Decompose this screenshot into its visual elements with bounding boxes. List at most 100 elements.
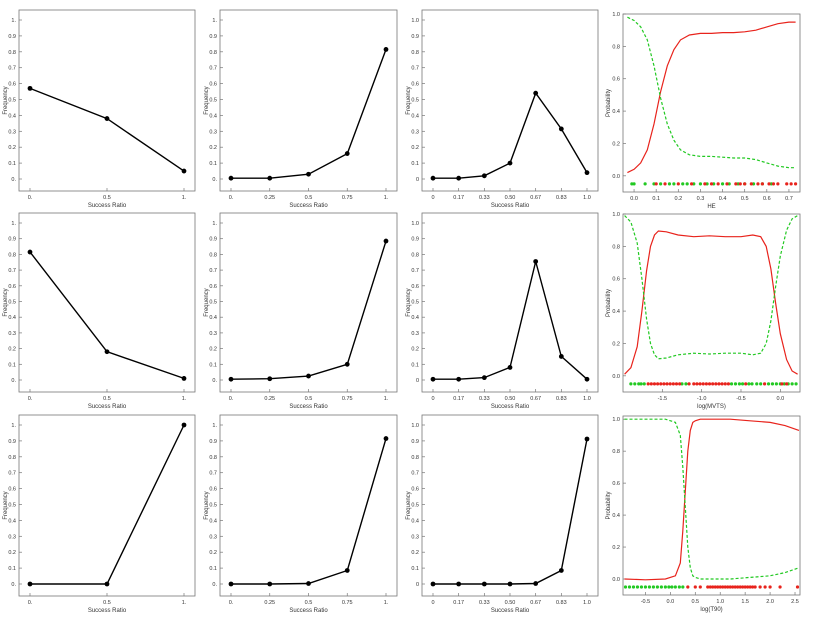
data-point xyxy=(481,581,487,587)
y-tick-label: 0.7 xyxy=(8,66,16,72)
data-point xyxy=(383,47,389,52)
y-tick-label: 0.1 xyxy=(8,161,16,167)
y-axis-label: Probability xyxy=(606,89,612,117)
y-tick-label: 0.3 xyxy=(209,129,217,135)
x-tick-label: 1.5 xyxy=(741,599,749,605)
green-rug-point xyxy=(720,182,725,186)
y-tick-label: 0.3 xyxy=(411,129,419,135)
red-rug-point xyxy=(736,585,740,589)
data-point xyxy=(430,581,436,587)
y-tick-label: 1.0 xyxy=(411,221,419,227)
x-tick-label: 0.50 xyxy=(505,195,516,201)
data-point xyxy=(456,376,462,382)
y-tick-label: 0.1 xyxy=(8,362,16,368)
data-point xyxy=(430,175,436,181)
red-rug-point xyxy=(744,382,748,386)
red-rug-point xyxy=(714,382,718,386)
red-rug-point xyxy=(728,585,732,589)
green-rug-point xyxy=(651,585,656,589)
red-rug-point xyxy=(686,585,690,589)
y-tick-label: 0.4 xyxy=(209,315,217,321)
data-point xyxy=(584,436,590,442)
red-rug-point xyxy=(758,585,762,589)
x-tick-label: 0.75 xyxy=(342,195,353,201)
y-tick-label: 0.6 xyxy=(8,487,16,493)
x-tick-label: 0.25 xyxy=(264,396,275,402)
y-tick-label: 0.0 xyxy=(612,577,620,583)
green-rug-point xyxy=(647,585,652,589)
data-point xyxy=(27,581,33,587)
red-rug-point xyxy=(743,182,747,186)
data-point xyxy=(181,376,187,381)
red-rug-point xyxy=(743,585,747,589)
plot-frame xyxy=(622,415,801,596)
y-tick-label: 1. xyxy=(11,423,16,429)
data-point xyxy=(181,168,187,174)
green-rug-point xyxy=(655,585,660,589)
red-rug-point xyxy=(646,382,650,386)
x-tick-label: 0 xyxy=(431,195,434,201)
x-tick-label: 0.5 xyxy=(305,396,313,402)
y-tick-label: 0.4 xyxy=(612,109,620,115)
x-axis-label: log(T90) xyxy=(700,607,722,613)
data-point xyxy=(228,581,234,587)
red-rug-point xyxy=(662,382,666,386)
y-tick-label: 1.0 xyxy=(612,212,620,218)
red-rug-point xyxy=(725,182,729,186)
green-rug-point xyxy=(712,182,716,186)
green-rug-point xyxy=(770,382,775,386)
y-tick-label: 0.9 xyxy=(8,237,16,243)
y-tick-label: 0.2 xyxy=(209,145,217,151)
x-axis-label: Success Ratio xyxy=(491,608,530,614)
x-axis-label: Success Ratio xyxy=(289,404,328,410)
x-tick-label: 0.75 xyxy=(342,600,353,606)
data-point xyxy=(306,171,311,177)
y-tick-label: 0.3 xyxy=(209,331,217,337)
x-axis-label: Success Ratio xyxy=(491,203,530,209)
data-point xyxy=(507,365,513,370)
y-tick-label: 0.5 xyxy=(411,98,419,104)
green-rug-point xyxy=(747,382,751,386)
green-rug-point xyxy=(681,585,685,589)
x-tick-label: 0.83 xyxy=(556,600,567,606)
y-tick-label: 0.2 xyxy=(411,347,419,353)
y-tick-label: 0.9 xyxy=(8,439,16,445)
red-rug-point xyxy=(753,585,757,589)
green-rug-point xyxy=(759,382,763,386)
green-rug-point xyxy=(630,182,634,186)
red-rug-point xyxy=(738,585,742,589)
y-tick-label: 0.8 xyxy=(8,50,16,56)
red-rug-point xyxy=(723,585,727,589)
plot-frame xyxy=(18,9,196,192)
red-rug-point xyxy=(741,585,745,589)
red-rug-point xyxy=(793,182,798,186)
y-tick-label: 0. xyxy=(212,177,217,183)
x-tick-label: 0. xyxy=(229,396,234,402)
y-tick-label: 0.8 xyxy=(209,455,217,461)
green-rug-point xyxy=(755,382,759,386)
red-rug-point xyxy=(676,182,680,186)
data-point xyxy=(456,175,462,181)
y-tick-label: 1.0 xyxy=(612,12,620,18)
red-rug-point xyxy=(751,585,755,589)
x-tick-label: 0 xyxy=(431,600,434,606)
chart-panel-7: 0 0.1 0.2 0.3 0.4 0.5 0.6 0.7 0.8 0.9 1.0 0 0.17 0.33… xyxy=(406,212,599,410)
red-solid-curve xyxy=(624,418,800,581)
x-tick-label: 0.0 xyxy=(777,396,785,402)
green-rug-point xyxy=(790,382,794,386)
x-tick-label: 2.0 xyxy=(766,599,774,605)
y-tick-label: 0.1 xyxy=(209,566,217,572)
red-rug-point xyxy=(692,382,696,386)
green-rug-point xyxy=(733,382,738,386)
y-tick-label: 0.8 xyxy=(209,252,217,258)
y-tick-label: 0. xyxy=(212,582,217,588)
y-tick-label: 0.2 xyxy=(612,341,620,347)
data-point xyxy=(104,349,110,355)
data-point xyxy=(267,581,273,587)
x-tick-label: 0.67 xyxy=(530,195,541,201)
y-tick-label: 0.4 xyxy=(8,518,16,524)
y-tick-label: 0.8 xyxy=(411,50,419,56)
green-dashed-curve xyxy=(624,418,800,580)
chart-panel-8: 0.0 0.2 0.4 0.6 0.8 1.0 -1.5 -1.0 -0.5 0.0 log(MVT… xyxy=(606,212,801,410)
